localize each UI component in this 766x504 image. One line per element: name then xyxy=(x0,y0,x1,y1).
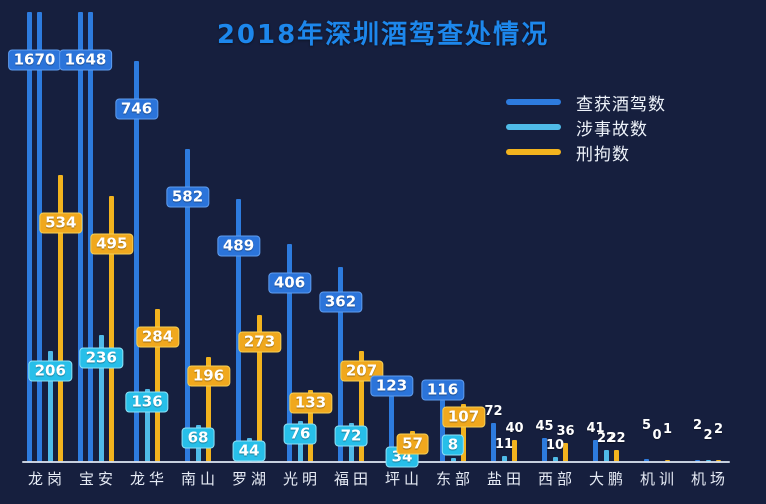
legend-swatch-icon xyxy=(506,149,561,155)
bar-s1-c8[interactable] xyxy=(450,457,456,462)
value-label-s0-c13: 2 xyxy=(692,418,703,433)
x-axis-label-3: 南山 xyxy=(180,470,219,488)
value-label-s1-c11: 22 xyxy=(596,431,616,447)
value-label-s1-c10: 10 xyxy=(545,437,565,453)
bar-s2-c2[interactable] xyxy=(155,309,160,462)
value-label-s1-c3: 68 xyxy=(181,427,215,449)
value-label-s2-c2: 284 xyxy=(135,326,180,348)
bar-s0-c11[interactable] xyxy=(593,439,598,462)
bar-s0-c1[interactable] xyxy=(77,12,83,462)
value-label-s2-c0: 534 xyxy=(39,212,83,234)
bar-s2-c10[interactable] xyxy=(563,442,568,462)
bar-s1-c9[interactable] xyxy=(501,456,507,462)
x-axis-label-11: 大鹏 xyxy=(588,470,627,488)
value-label-s2-c12: 1 xyxy=(662,422,673,437)
legend-item-s1[interactable]: 涉事故数 xyxy=(506,118,666,140)
value-label-s2-c7: 57 xyxy=(396,433,429,455)
legend-item-s2[interactable]: 刑拘数 xyxy=(506,143,666,165)
x-axis-label-1: 宝安 xyxy=(78,470,117,488)
value-label-s0-c1: 1648 xyxy=(58,49,113,71)
value-label-s2-c3: 196 xyxy=(186,365,231,387)
bar-s0-c0[interactable] xyxy=(26,12,32,462)
bar-s2-c11[interactable] xyxy=(614,450,619,462)
x-axis-label-9: 盐田 xyxy=(486,470,525,488)
value-label-s0-c3: 582 xyxy=(165,186,210,208)
bar-s2-c3[interactable] xyxy=(206,356,211,462)
bar-s1-c1[interactable] xyxy=(98,335,104,462)
legend-item-s0[interactable]: 查获酒驾数 xyxy=(506,93,666,115)
x-axis-label-0: 龙岗 xyxy=(27,470,66,488)
value-label-s1-c5: 76 xyxy=(283,423,317,445)
value-label-s1-c6: 72 xyxy=(334,425,368,447)
value-label-s2-c9: 40 xyxy=(505,421,524,437)
bar-s0-c9[interactable] xyxy=(491,423,496,462)
value-label-s1-c13: 2 xyxy=(703,428,713,443)
bar-s0-c2[interactable] xyxy=(134,60,139,462)
legend: 查获酒驾数涉事故数刑拘数 xyxy=(506,93,666,165)
value-label-s2-c11: 22 xyxy=(607,431,626,447)
bar-s2-c9[interactable] xyxy=(512,440,517,462)
value-label-s1-c4: 44 xyxy=(232,440,266,462)
x-axis-label-2: 龙华 xyxy=(129,470,168,488)
bar-s0-c7[interactable] xyxy=(389,395,394,462)
value-label-s1-c0: 206 xyxy=(28,360,72,382)
value-label-s0-c5: 406 xyxy=(267,272,312,294)
value-label-s1-c1: 236 xyxy=(79,347,123,369)
bar-s0-c8[interactable] xyxy=(440,399,445,462)
bar-s1-c2[interactable] xyxy=(144,388,150,462)
value-label-s2-c5: 133 xyxy=(288,392,333,414)
value-label-s1-c12: 0 xyxy=(652,428,662,443)
value-label-s2-c1: 495 xyxy=(90,233,134,255)
value-label-s0-c11: 41 xyxy=(586,420,605,436)
bar-s0-c4[interactable] xyxy=(236,199,241,462)
bar-s2-c4[interactable] xyxy=(257,315,262,462)
legend-swatch-icon xyxy=(506,124,561,130)
bar-s1-c10[interactable] xyxy=(552,456,558,462)
legend-swatch-icon xyxy=(506,99,561,105)
value-label-s1-c8: 8 xyxy=(441,434,465,456)
x-axis-label-13: 机场 xyxy=(690,470,729,488)
x-axis-label-10: 西部 xyxy=(537,470,576,488)
bar-s0-c3[interactable] xyxy=(185,149,190,462)
value-label-s2-c4: 273 xyxy=(237,331,282,353)
x-axis-label-6: 福田 xyxy=(333,470,372,488)
bar-s2-c6[interactable] xyxy=(359,350,364,462)
value-label-s0-c4: 489 xyxy=(216,235,261,257)
bar-s0-c12[interactable] xyxy=(644,459,649,462)
value-label-s0-c6: 362 xyxy=(318,291,363,313)
bar-s0-c0[interactable] xyxy=(37,12,43,462)
legend-label: 刑拘数 xyxy=(576,144,630,165)
legend-label: 涉事故数 xyxy=(576,119,648,140)
x-axis-label-12: 机训 xyxy=(639,470,678,488)
value-label-s2-c10: 36 xyxy=(556,423,575,439)
x-axis-label-8: 东部 xyxy=(435,470,474,488)
bar-s0-c5[interactable] xyxy=(287,243,292,462)
bar-s1-c0[interactable] xyxy=(47,351,53,462)
x-axis-label-4: 罗湖 xyxy=(231,470,270,488)
bar-s1-c11[interactable] xyxy=(603,450,609,462)
value-label-s2-c8: 107 xyxy=(441,406,486,428)
x-axis-label-7: 坪山 xyxy=(384,470,423,488)
x-axis-line xyxy=(22,461,730,463)
bar-s2-c0[interactable] xyxy=(58,174,64,462)
value-label-s0-c7: 123 xyxy=(369,375,414,397)
value-label-s0-c8: 116 xyxy=(420,379,465,401)
bar-s0-c10[interactable] xyxy=(542,437,547,462)
x-axis-label-5: 光明 xyxy=(282,470,321,488)
bar-s2-c8[interactable] xyxy=(461,404,466,462)
value-label-s0-c9: 72 xyxy=(484,404,503,420)
value-label-s0-c10: 45 xyxy=(535,418,554,434)
value-label-s0-c0: 1670 xyxy=(7,49,62,71)
value-label-s0-c2: 746 xyxy=(114,98,159,120)
legend-label: 查获酒驾数 xyxy=(576,94,666,115)
value-label-s2-c13: 2 xyxy=(713,422,724,437)
value-label-s1-c2: 136 xyxy=(125,391,169,413)
chart-title: 2018年深圳酒驾查处情况 xyxy=(216,20,550,50)
value-label-s1-c9: 11 xyxy=(494,437,514,453)
bar-s2-c1[interactable] xyxy=(109,195,115,462)
value-label-s0-c12: 5 xyxy=(641,418,652,433)
